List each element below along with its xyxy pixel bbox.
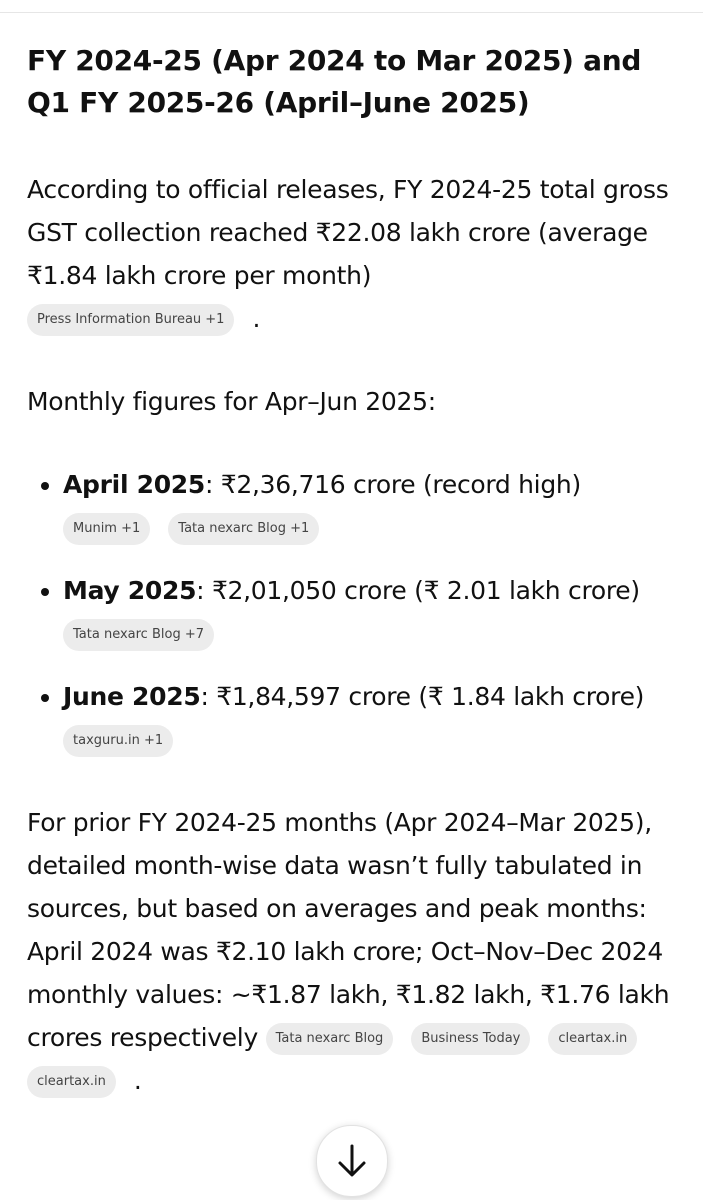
list: April 2025: ₹2,36,716 crore (record high… (27, 463, 677, 761)
message: FY 2024-25 (Apr 2024 to Mar 2025) and Q1… (27, 40, 677, 1102)
item-text: : ₹1,84,597 crore (₹ 1.84 lakh crore) (200, 682, 645, 711)
text: Monthly figures for Apr–Jun 2025: (27, 387, 436, 416)
paragraph: According to official releases, FY 2024-… (27, 168, 677, 340)
item-label: April 2025 (63, 470, 205, 499)
list-item: May 2025: ₹2,01,050 crore (₹ 2.01 lakh c… (63, 569, 677, 655)
arrow-icon (338, 1144, 366, 1177)
source-chip[interactable]: Press Information Bureau +1 (27, 304, 235, 336)
item-label: May 2025 (63, 576, 197, 605)
scroll-down-button[interactable] (316, 1125, 388, 1197)
paragraph: For prior FY 2024-25 months (Apr 2024–Ma… (27, 801, 677, 1102)
sources: Press Information Bureau +1 (27, 304, 252, 336)
source-chip[interactable]: cleartax.in (27, 1066, 116, 1098)
source-chip[interactable]: cleartax.in (548, 1023, 638, 1055)
source-chip[interactable]: Tata nexarc Blog +1 (168, 513, 320, 545)
list-item: June 2025: ₹1,84,597 crore (₹ 1.84 lakh … (63, 675, 677, 761)
source-chip[interactable]: Tata nexarc Blog (265, 1023, 394, 1055)
source-chip[interactable]: Business Today (411, 1023, 531, 1055)
item-text: : ₹2,01,050 crore (₹ 2.01 lakh crore) (196, 576, 640, 605)
source-chip[interactable]: Tata nexarc Blog +7 (63, 619, 214, 651)
list-item: April 2025: ₹2,36,716 crore (record high… (63, 463, 677, 549)
sources: taxguru.in +1 (63, 725, 191, 757)
source-chip[interactable]: Munim +1 (63, 513, 151, 545)
end: . (252, 304, 261, 333)
intro: According to official releases, FY 2024-… (27, 168, 677, 340)
heading: FY 2024-25 (Apr 2024 to Mar 2025) and Q1… (27, 44, 642, 119)
item-text: : ₹2,36,716 crore (record high) (205, 470, 581, 499)
text: According to official releases, FY 2024-… (27, 175, 669, 290)
text: For prior FY 2024-25 months (Apr 2024–Ma… (27, 808, 670, 1052)
outro: For prior FY 2024-25 months (Apr 2024–Ma… (27, 801, 677, 1102)
monthly-heading: Monthly figures for Apr–Jun 2025: (27, 380, 677, 423)
divider (0, 12, 703, 13)
sources: Tata nexarc Blog +7 (63, 619, 232, 651)
sources: Munim +1 Tata nexarc Blog +1 (63, 513, 337, 545)
sources: Tata nexarc Blog Business Today cleartax.i… (27, 1023, 655, 1098)
item-label: June 2025 (63, 682, 201, 711)
source-chip[interactable]: taxguru.in +1 (63, 725, 174, 757)
end: . (133, 1066, 142, 1095)
